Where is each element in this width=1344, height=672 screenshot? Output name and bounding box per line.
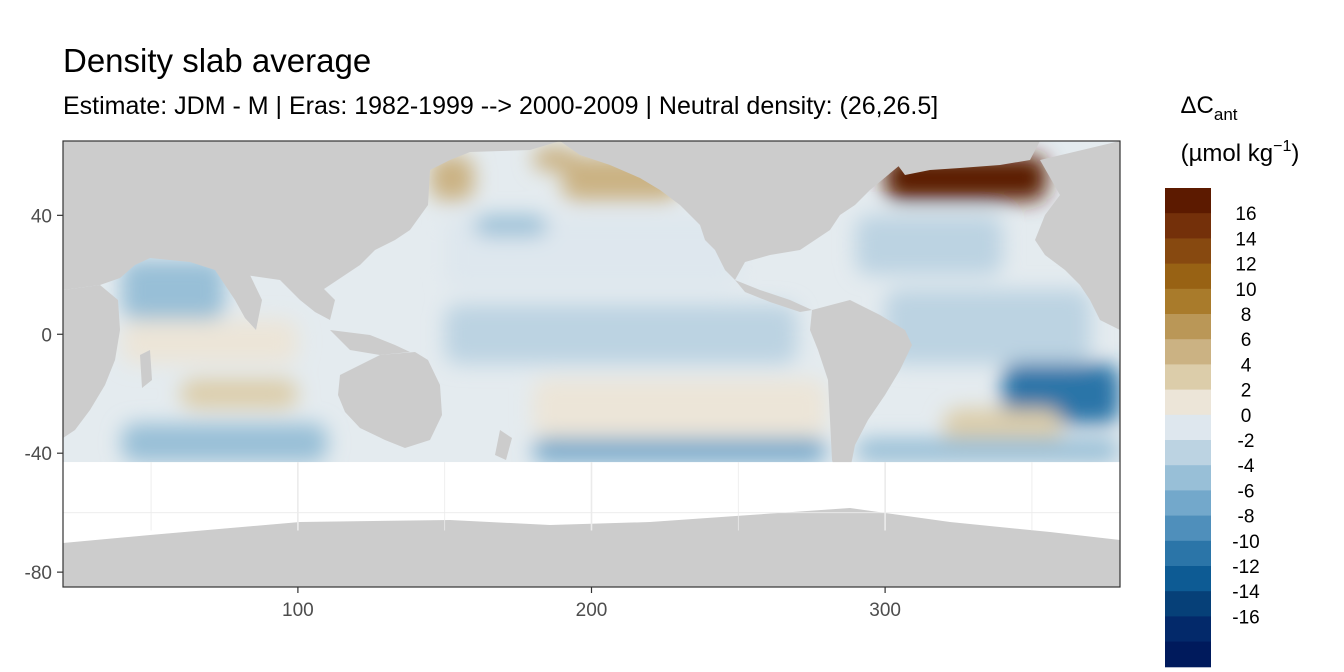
legend-key: [1165, 389, 1211, 416]
legend-label: 0: [1241, 406, 1252, 427]
y-tick-label: 0: [41, 325, 52, 346]
land-europe-africa-east: [1035, 141, 1120, 330]
legend-key: [1165, 364, 1211, 391]
legend-label: -8: [1238, 507, 1255, 528]
legend-label: -16: [1232, 607, 1259, 628]
x-tick-label: 200: [576, 600, 608, 621]
legend-label: 16: [1235, 204, 1256, 225]
legend-key: [1165, 616, 1211, 643]
legend: ΔCant (µmol kg−1) 16 14 12 10 8 6 4 2 0 -2 -4 -6 -8 -…: [1165, 92, 1300, 668]
legend-label: -6: [1238, 481, 1255, 502]
legend-label: 12: [1235, 255, 1256, 276]
gridlines-over-band: [63, 462, 1120, 531]
legend-label: 8: [1241, 305, 1252, 326]
legend-labels: 16 14 12 10 8 6 4 2 0 -2 -4 -6 -8 -10 -12 -14 -16: [1232, 204, 1260, 628]
heatmap-region: [532, 146, 577, 171]
legend-units: (µmol kg−1): [1181, 138, 1300, 167]
x-tick-label: 300: [869, 600, 901, 621]
legend-key: [1165, 314, 1211, 340]
legend-key: [1165, 238, 1211, 265]
legend-key: [1165, 591, 1211, 617]
legend-label: 10: [1235, 280, 1256, 301]
chart-subtitle: Estimate: JDM - M | Eras: 1982-1999 --> …: [63, 92, 939, 120]
land-eurasia-west: [63, 141, 560, 295]
land-greenland: [880, 141, 1040, 175]
land-india: [215, 270, 262, 330]
land-new-zealand: [495, 430, 512, 460]
land-se-asia: [280, 280, 335, 320]
heatmap-region: [532, 438, 827, 463]
y-tick-label: 40: [31, 206, 52, 227]
legend-label: 6: [1241, 330, 1252, 351]
legend-key: [1165, 490, 1211, 517]
heatmap-region: [180, 378, 298, 409]
land-south-america: [810, 300, 912, 500]
legend-key: [1165, 515, 1211, 542]
heatmap-region: [444, 304, 798, 364]
heatmap-region: [532, 378, 827, 439]
legend-key: [1165, 465, 1211, 491]
legend-label: -2: [1238, 431, 1255, 452]
land-madagascar: [140, 350, 152, 388]
legend-key: [1165, 540, 1211, 567]
legend-key: [1165, 566, 1211, 592]
map-panel: [63, 141, 1120, 587]
legend-key: [1165, 288, 1211, 315]
land-central-america: [735, 280, 812, 312]
legend-key: [1165, 188, 1211, 214]
land-indonesia: [330, 330, 410, 355]
heatmap-regions: [121, 146, 1120, 463]
legend-label: -12: [1232, 557, 1259, 578]
heatmap-region: [121, 259, 225, 320]
legend-title: ΔCant: [1180, 92, 1237, 124]
heatmap-region: [430, 155, 475, 201]
legend-key: [1165, 263, 1211, 290]
legend-label: -14: [1232, 582, 1260, 603]
legend-label: 14: [1235, 229, 1257, 250]
heatmap-region: [121, 319, 298, 364]
legend-key: [1165, 440, 1211, 466]
heatmap-region: [855, 438, 1120, 463]
land-antarctica-top: [63, 508, 1120, 587]
land-africa: [63, 285, 120, 438]
y-tick-label: -80: [25, 563, 52, 584]
heatmap-region: [474, 215, 548, 237]
heatmap-region: [943, 408, 1062, 448]
land-australia: [338, 352, 442, 448]
legend-keys: [1165, 188, 1211, 668]
land-north-america: [560, 141, 930, 280]
x-tick-label: 100: [282, 600, 314, 621]
chart-title: Density slab average: [63, 42, 372, 79]
legend-label: 4: [1241, 355, 1252, 376]
legend-key: [1165, 213, 1211, 239]
legend-key: [1165, 641, 1211, 668]
heatmap-region: [885, 289, 1091, 364]
legend-key: [1165, 339, 1211, 365]
legend-label: 2: [1241, 381, 1252, 402]
legend-label: -4: [1238, 456, 1255, 477]
heatmap-region: [855, 215, 1003, 275]
heatmap-region: [121, 423, 328, 463]
legend-key: [1165, 414, 1211, 441]
y-tick-label: -40: [25, 444, 52, 465]
legend-label: -10: [1232, 532, 1259, 553]
